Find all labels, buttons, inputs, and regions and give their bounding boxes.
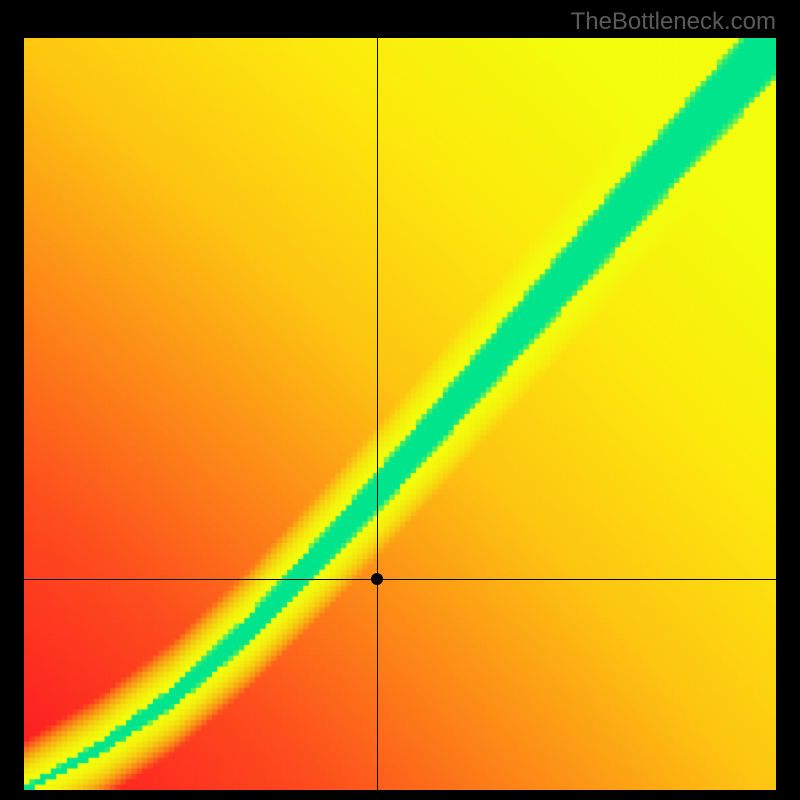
crosshair-vertical: [377, 38, 378, 790]
plot-area: [24, 38, 776, 790]
crosshair-horizontal: [24, 579, 776, 580]
data-point-marker: [371, 573, 383, 585]
heatmap-canvas: [24, 38, 776, 790]
watermark-text: TheBottleneck.com: [571, 8, 776, 36]
chart-container: TheBottleneck.com: [0, 0, 800, 800]
